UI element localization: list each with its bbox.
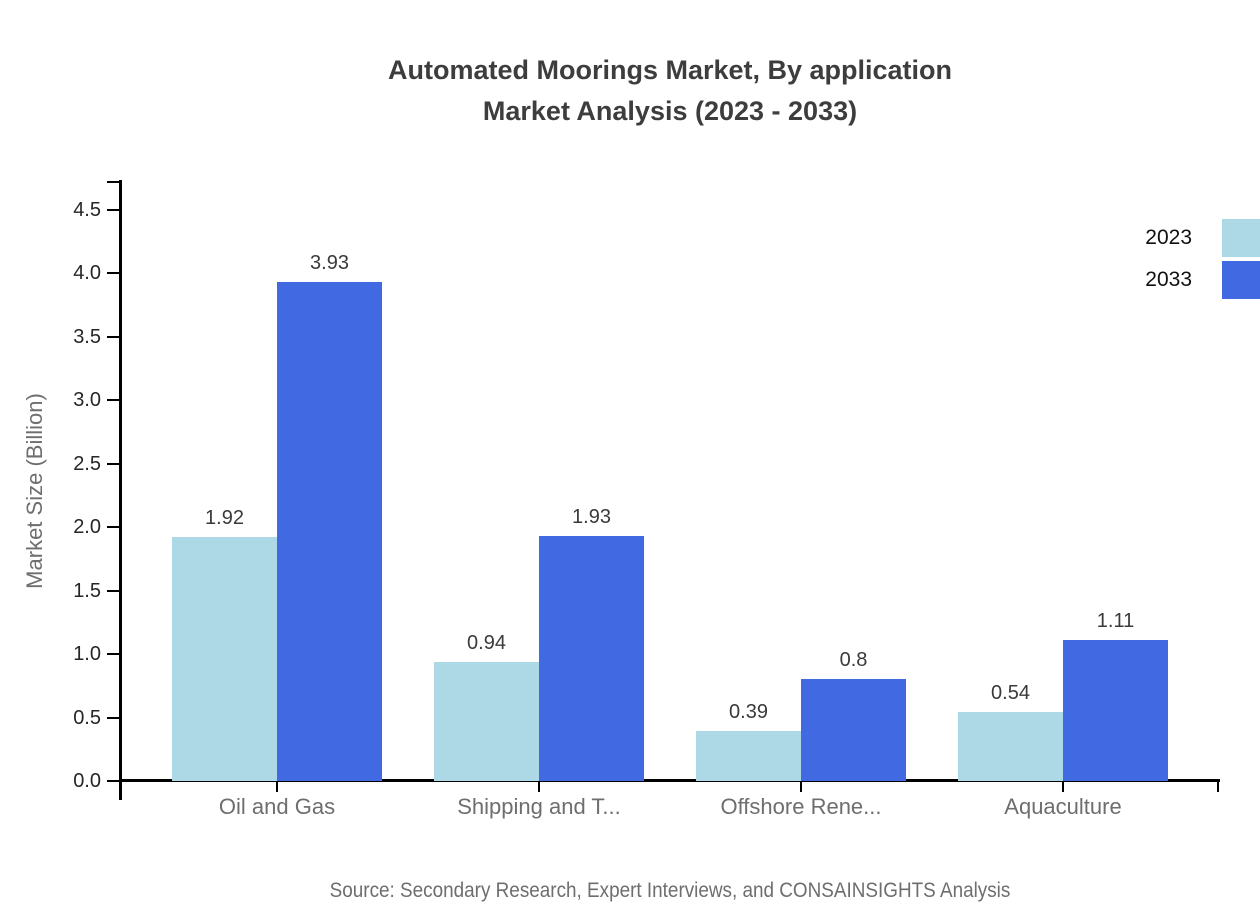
y-tick-label: 2.0 [73,516,101,538]
legend-label: 2023 [1145,226,1192,249]
y-axis-line [119,180,122,800]
x-tick [276,782,278,792]
x-tick [800,782,802,792]
bar-value-label: 1.11 [1096,610,1135,632]
bar-value-label: 0.8 [839,649,868,671]
y-tick-label: 4.5 [73,198,101,221]
y-tick-label: 0.0 [73,770,101,792]
y-tick-label: 0.5 [73,706,101,729]
bar-2033-right-2 [801,679,906,781]
bar-2023-left-3 [958,712,1063,781]
bar-value-label: 3.93 [310,252,349,274]
x-tick [538,782,540,792]
bar-value-label: 0.54 [991,682,1030,704]
chart-title-line1: Automated Moorings Market, By applicatio… [387,55,953,85]
bar-2023-left-2 [696,731,801,781]
bar-value-label: 0.39 [729,701,768,723]
y-tick [107,272,119,274]
y-tick [107,335,119,338]
x-category-label: Offshore Rene... [720,794,882,819]
y-tick [107,462,119,465]
y-tick [107,399,119,401]
y-tick-label: 3.5 [73,325,101,348]
y-tick [107,589,119,592]
chart-title: Automated Moorings Market, By applicatio… [80,50,1260,132]
bar-2033-right-3 [1063,640,1168,781]
y-axis-title: Market Size (Billion) [22,393,47,589]
x-category-label: Shipping and T... [457,794,621,819]
y-tick-label: 1.0 [73,643,101,665]
y-tick-label: 1.5 [73,579,101,602]
source-note: Source: Secondary Research, Expert Inter… [329,879,1011,902]
y-tick [107,208,119,211]
x-category-label: Oil and Gas [218,794,336,819]
legend-swatch [1222,219,1260,257]
bar-2033-right-0 [277,282,382,781]
bar-value-label: 1.93 [572,506,611,528]
bar-2033-right-1 [539,536,644,781]
bar-2023-left-0 [172,537,277,781]
y-tick-label: 4.0 [73,262,101,284]
bar-value-label: 0.94 [467,632,506,654]
y-tick [107,780,119,782]
x-category-label: Aquaculture [1004,794,1122,819]
y-axis-cap-tick [107,181,119,183]
x-axis-line [119,779,1220,782]
x-axis-cap-tick [1217,782,1219,792]
y-tick [107,526,119,528]
y-tick-label: 3.0 [73,389,101,411]
y-tick-label: 2.5 [73,452,101,475]
x-tick [1062,782,1064,792]
y-tick [107,716,119,719]
y-tick [107,653,119,655]
legend-label: 2033 [1145,268,1192,291]
legend-swatch [1222,261,1260,299]
bar-2023-left-1 [434,662,539,781]
bar-value-label: 1.92 [205,507,244,529]
chart-title-line2: Market Analysis (2023 - 2033) [482,96,858,126]
